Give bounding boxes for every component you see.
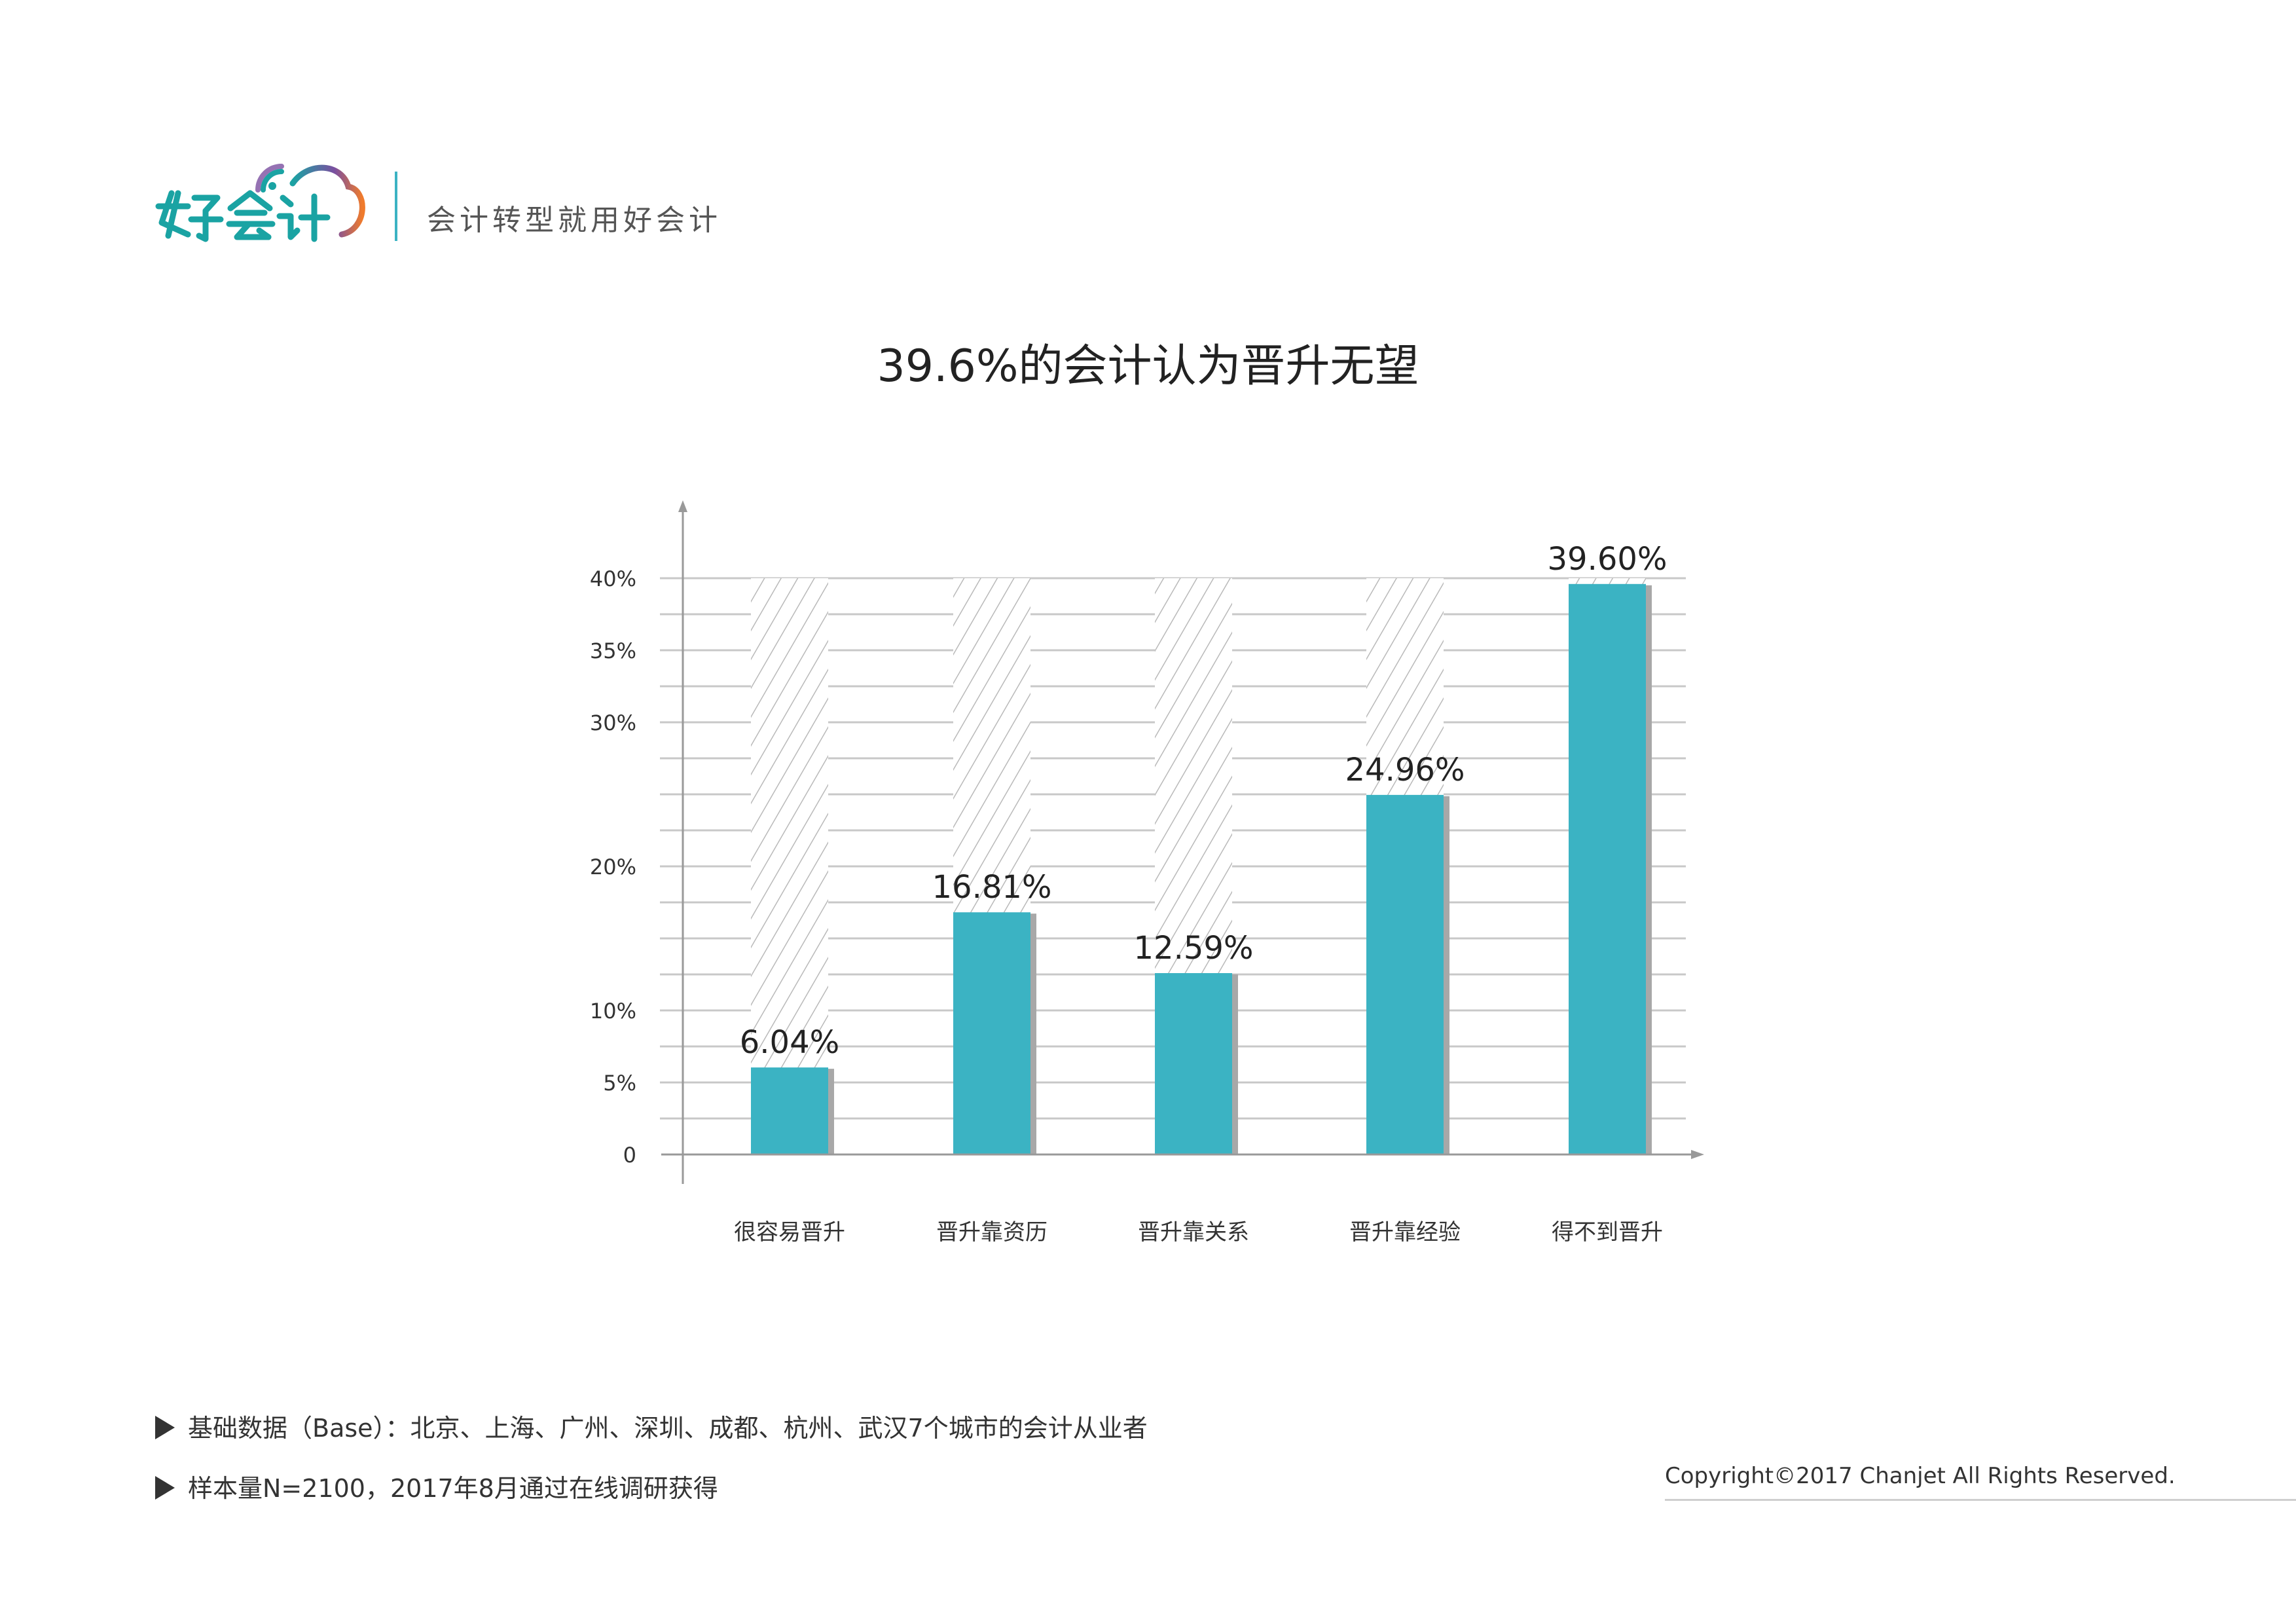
bar — [1155, 973, 1232, 1154]
data-labels: 6.04% 16.81% 12.59% 24.96% 39.60% — [740, 541, 1667, 1061]
category-label: 晋升靠关系 — [1138, 1219, 1249, 1246]
note-text: 基础数据（Base）：北京、上海、广州、深圳、成都、杭州、武汉7个城市的会计从业… — [188, 1414, 1148, 1443]
bar — [1569, 583, 1646, 1154]
axes — [661, 500, 1704, 1184]
category-labels: 很容易晋升 晋升靠资历 晋升靠关系 晋升靠经验 得不到晋升 — [734, 1219, 1663, 1246]
chart-title: 39.6%的会计认为晋升无望 — [877, 341, 1419, 392]
y-tick-label: 30% — [590, 710, 636, 735]
bar — [953, 912, 1030, 1154]
copyright: Copyright©2017 Chanjet All Rights Reserv… — [1665, 1463, 2176, 1489]
note-base: 基础数据（Base）：北京、上海、广州、深圳、成都、杭州、武汉7个城市的会计从业… — [155, 1408, 1148, 1444]
category-label: 晋升靠经验 — [1349, 1219, 1461, 1246]
y-tick-label: 20% — [590, 855, 636, 879]
category-label: 很容易晋升 — [734, 1219, 845, 1246]
y-tick-labels: 0 5% 10% 20% 30% 35% 40% — [590, 566, 636, 1168]
data-label: 24.96% — [1345, 752, 1465, 788]
category-label: 晋升靠资历 — [936, 1219, 1048, 1246]
y-tick-label: 10% — [590, 999, 636, 1024]
note-sample: 样本量N=2100，2017年8月通过在线调研获得 — [155, 1468, 718, 1504]
data-label: 16.81% — [932, 869, 1051, 906]
bar-shadow — [1030, 913, 1036, 1154]
y-tick-label: 40% — [590, 566, 636, 591]
copyright-underline — [1665, 1499, 2296, 1501]
triangle-bullet-icon — [155, 1415, 175, 1439]
bar-shadow — [828, 1069, 834, 1154]
data-label: 6.04% — [740, 1024, 839, 1061]
data-label: 39.60% — [1547, 541, 1667, 578]
slogan: 会计转型就用好会计 — [427, 204, 721, 237]
bar — [751, 1067, 828, 1154]
data-label: 12.59% — [1133, 930, 1253, 967]
background-bar — [751, 578, 828, 1154]
triangle-bullet-icon — [155, 1475, 175, 1500]
bar-shadow — [1232, 974, 1238, 1154]
header-divider — [395, 172, 397, 241]
y-tick-label: 5% — [603, 1071, 636, 1096]
bars — [751, 583, 1652, 1154]
bar — [1366, 794, 1444, 1154]
y-tick-label: 0 — [623, 1143, 636, 1168]
bar-shadow — [1444, 796, 1449, 1154]
category-label: 得不到晋升 — [1552, 1219, 1663, 1246]
note-text: 样本量N=2100，2017年8月通过在线调研获得 — [188, 1474, 718, 1503]
y-tick-label: 35% — [590, 638, 636, 663]
bar-shadow — [1646, 585, 1652, 1154]
logo — [152, 157, 368, 246]
